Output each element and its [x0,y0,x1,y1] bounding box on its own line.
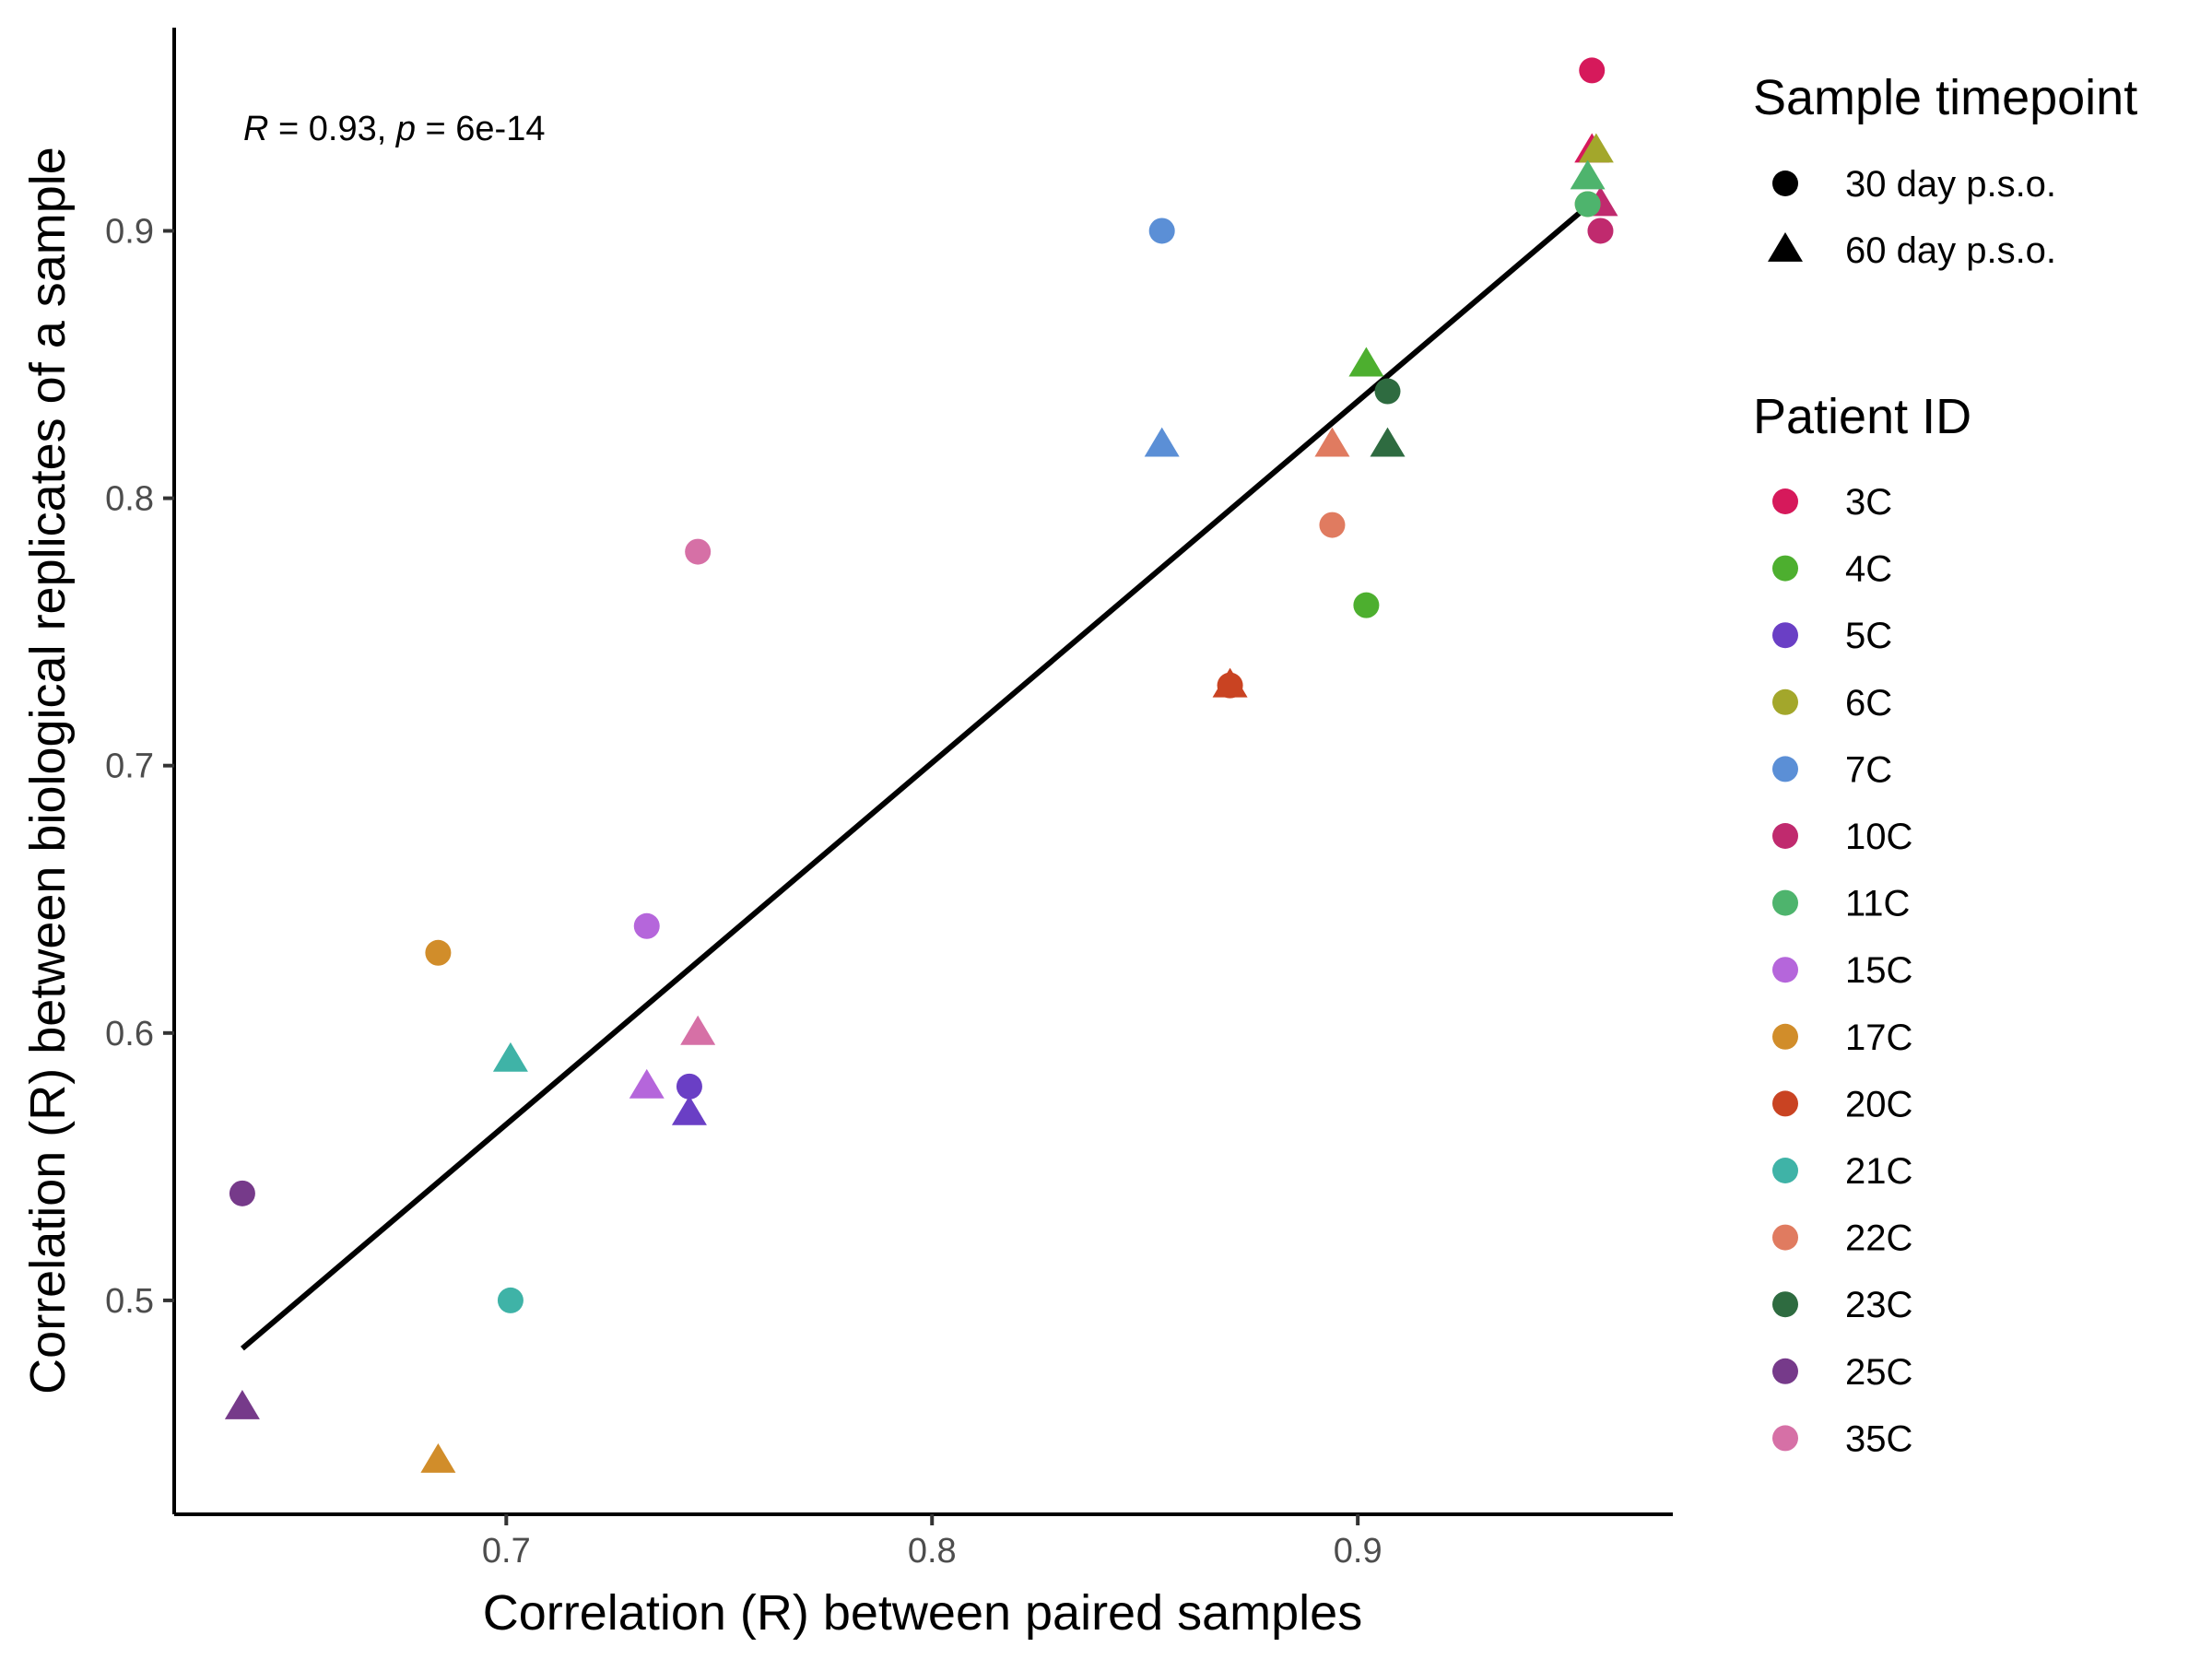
legend-key-circle [1772,171,1798,196]
data-points [224,57,1618,1473]
color-legend-label: 20C [1845,1084,1912,1124]
y-tick-label: 0.9 [105,212,154,251]
data-point-circle [633,912,660,939]
data-point-triangle [1570,159,1606,190]
legend-key-color [1772,957,1798,983]
legend-key-color [1772,1090,1798,1117]
data-point-triangle [420,1442,456,1473]
annotation-r-symbol: R [243,110,268,148]
color-legend-label: 23C [1845,1285,1912,1325]
annotation-r-value: = 0.93, [268,110,395,148]
regression-line [240,196,1598,1351]
data-point-circle [1587,218,1614,244]
y-axis-ticks: 0.5 0.6 0.7 0.8 0.9 [105,212,174,1321]
legend-key-color [1772,555,1798,582]
shape-legend-title: Sample timepoint [1753,70,2137,125]
legend-key-color [1772,1158,1798,1183]
legend-key-color [1772,889,1798,916]
x-axis-ticks: 0.7 0.8 0.9 [482,1514,1382,1571]
data-point-circle [1353,592,1380,618]
x-tick-label: 0.7 [482,1532,531,1571]
data-point-circle [497,1287,524,1313]
y-axis-title: Correlation (R) between biological repli… [20,147,76,1394]
color-legend-label: 5C [1845,616,1892,656]
color-legend-label: 22C [1845,1218,1912,1259]
data-point-circle [1374,378,1401,405]
legend-key-color [1772,688,1798,715]
legend-key-color [1772,823,1798,849]
legend-key-color [1772,1358,1798,1384]
legend-key-triangle [1768,232,1803,262]
legend-key-color [1772,756,1798,782]
data-point-circle [425,939,452,966]
color-legend-label: 17C [1845,1018,1912,1058]
data-point-circle [1148,218,1175,244]
data-point-triangle [629,1068,665,1099]
color-legend-label: 15C [1845,950,1912,991]
data-point-triangle [1370,427,1406,457]
annotation-p-value: = 6e-14 [416,110,546,148]
legend-key-color [1772,622,1798,649]
data-point-circle [685,538,712,565]
y-tick-label: 0.8 [105,480,154,519]
data-point-triangle [1314,427,1350,457]
color-legend-label: 25C [1845,1352,1912,1393]
legend-key-color [1772,1425,1798,1452]
legend: Sample timepoint 30 day p.s.o. 60 day p.s… [1753,70,2137,1459]
color-legend-items: 3C 4C 5C 6C 7C 10C 11C 15C 17C 20C 21C 22C 23C 25C 35C [1772,482,1912,1459]
color-legend-label: 35C [1845,1418,1912,1459]
legend-key-color [1772,1224,1798,1251]
color-legend-label: 7C [1845,749,1892,790]
data-point-circle [229,1180,255,1206]
x-tick-label: 0.8 [908,1532,957,1571]
x-axis-title: Correlation (R) between paired samples [483,1585,1362,1641]
data-point-circle [1217,672,1243,699]
x-tick-label: 0.9 [1334,1532,1382,1571]
color-legend-label: 3C [1845,482,1892,523]
color-legend-label: 11C [1845,884,1910,924]
color-legend-label: 6C [1845,683,1892,724]
data-point-circle [1579,57,1606,84]
data-point-triangle [671,1095,707,1125]
correlation-annotation: R = 0.93, p = 6e-14 [243,110,545,148]
annotation-p-symbol: p [395,110,416,148]
axes [172,28,1673,1516]
shape-legend-label: 30 day p.s.o. [1845,164,2056,205]
color-legend-label: 4C [1845,549,1892,590]
data-point-triangle [224,1389,260,1419]
data-point-triangle [680,1015,716,1045]
legend-key-color [1772,1023,1798,1050]
data-point-circle [1319,512,1346,538]
color-legend-label: 21C [1845,1151,1912,1192]
shape-legend-label: 60 day p.s.o. [1845,230,2056,271]
data-point-circle [1574,191,1601,218]
legend-key-color [1772,1291,1798,1318]
data-point-triangle [492,1041,528,1072]
y-tick-label: 0.7 [105,747,154,786]
color-legend-title: Patient ID [1753,389,1971,444]
y-tick-label: 0.5 [105,1282,154,1321]
shape-legend-items: 30 day p.s.o. 60 day p.s.o. [1768,164,2056,271]
data-point-triangle [1144,427,1180,457]
data-point-circle [676,1073,702,1100]
legend-key-color [1772,488,1798,514]
color-legend-label: 10C [1845,817,1912,857]
data-point-triangle [1348,347,1384,377]
y-tick-label: 0.6 [105,1015,154,1053]
data-point-triangle [1578,133,1614,163]
